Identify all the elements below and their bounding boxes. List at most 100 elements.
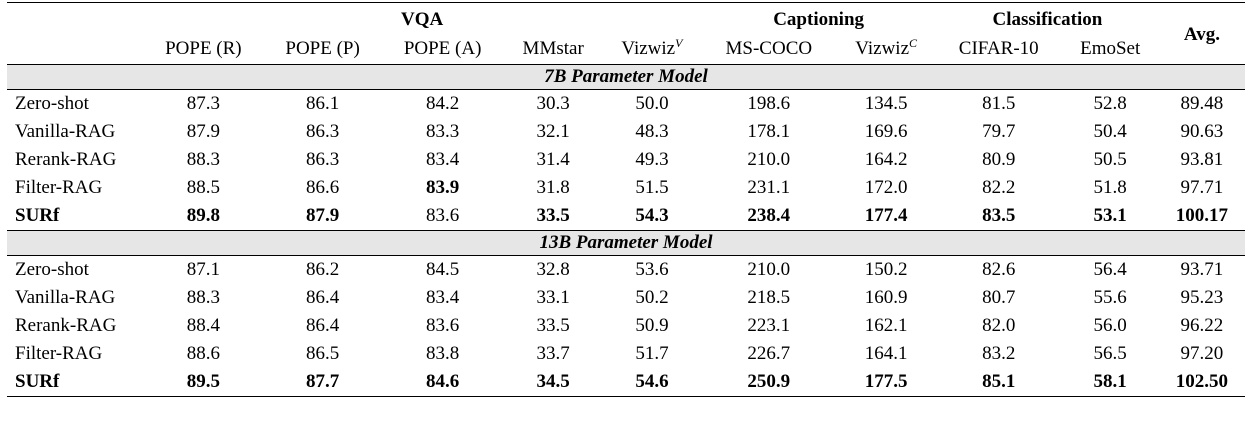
results-table: VQA Captioning Classification Avg. POPE … [7, 2, 1245, 397]
col-vizwiz-v-sup: V [675, 36, 683, 50]
value-cell: 87.9 [186, 121, 220, 142]
value-cell: 97.71 [1180, 177, 1224, 198]
value-cell: 210.0 [747, 259, 791, 280]
value-cell: 88.4 [186, 315, 220, 336]
value-cell: 49.3 [635, 149, 669, 170]
method-cell: SURf [15, 205, 60, 226]
header-column-row: POPE (R) POPE (P) POPE (A) MMstar Vizwiz… [7, 34, 1245, 65]
group-vqa: VQA [143, 2, 702, 34]
value-cell: 50.2 [635, 287, 669, 308]
value-cell: 218.5 [747, 287, 791, 308]
value-cell: 86.4 [305, 287, 340, 308]
value-cell: 160.9 [864, 287, 908, 308]
section-row: 13B Parameter Model [7, 230, 1245, 256]
method-cell: Vanilla-RAG [15, 287, 116, 308]
section-row: 7B Parameter Model [7, 64, 1245, 90]
table-row: Filter-RAG 88.5 86.6 83.9 31.8 51.5 231.1 172.0… [7, 174, 1245, 202]
value-cell: 83.5 [982, 205, 1016, 226]
value-cell: 164.2 [864, 149, 908, 170]
value-cell: 86.3 [305, 149, 340, 170]
col-mmstar: MMstar [503, 34, 603, 65]
table-row: Vanilla-RAG 87.9 86.3 83.3 32.1 48.3 178.1 169.… [7, 118, 1245, 146]
value-cell: 50.4 [1093, 121, 1127, 142]
value-cell: 83.9 [425, 177, 460, 198]
table-row: Vanilla-RAG 88.3 86.4 83.4 33.1 50.2 218.5 160.… [7, 284, 1245, 312]
results-table-container: VQA Captioning Classification Avg. POPE … [0, 2, 1255, 397]
value-cell: 86.1 [305, 93, 340, 114]
col-vizwiz-c-sup: C [909, 36, 918, 50]
value-cell: 31.4 [536, 149, 570, 170]
group-classification: Classification [935, 2, 1159, 34]
value-cell: 83.4 [425, 149, 460, 170]
col-pope-a: POPE (A) [381, 34, 504, 65]
method-header [7, 2, 143, 34]
value-cell: 134.5 [864, 93, 908, 114]
value-cell: 84.5 [425, 259, 460, 280]
table-row: Zero-shot 87.1 86.2 84.5 32.8 53.6 210.0 150.2 8… [7, 256, 1245, 285]
table-header: VQA Captioning Classification Avg. POPE … [7, 2, 1245, 65]
group-captioning: Captioning [701, 2, 936, 34]
value-cell: 85.1 [935, 368, 1062, 397]
value-cell: 50.5 [1093, 149, 1127, 170]
value-cell: 102.50 [1158, 368, 1245, 397]
section-title: 13B Parameter Model [7, 230, 1245, 256]
value-cell: 33.1 [536, 287, 570, 308]
value-cell: 51.5 [635, 177, 669, 198]
method-subheader [7, 34, 143, 65]
value-cell: 58.1 [1061, 368, 1159, 397]
value-cell: 83.8 [425, 343, 460, 364]
method-cell: Zero-shot [15, 259, 89, 280]
value-cell: 89.8 [186, 205, 220, 226]
method-cell: Vanilla-RAG [15, 121, 116, 142]
table-row: Filter-RAG 88.6 86.5 83.8 33.7 51.7 226.7 164.1… [7, 340, 1245, 368]
value-cell: 81.5 [982, 93, 1016, 114]
value-cell: 164.1 [864, 343, 908, 364]
value-cell: 177.5 [836, 368, 936, 397]
col-mscoco: MS-COCO [701, 34, 837, 65]
method-cell: Rerank-RAG [15, 315, 117, 336]
col-pope-p: POPE (P) [263, 34, 382, 65]
value-cell: 53.1 [1093, 205, 1127, 226]
value-cell: 86.6 [305, 177, 340, 198]
table-row: SURf 89.5 87.7 84.6 34.5 54.6 250.9 177.5 85.1 58… [7, 368, 1245, 397]
table-row: Zero-shot 87.3 86.1 84.2 30.3 50.0 198.6 134.5 8… [7, 90, 1245, 119]
col-cifar10: CIFAR-10 [935, 34, 1062, 65]
value-cell: 33.7 [536, 343, 570, 364]
value-cell: 50.9 [635, 315, 669, 336]
value-cell: 54.6 [602, 368, 702, 397]
value-cell: 88.3 [186, 287, 220, 308]
value-cell: 51.8 [1093, 177, 1127, 198]
value-cell: 80.7 [982, 287, 1016, 308]
value-cell: 96.22 [1180, 315, 1224, 336]
value-cell: 84.2 [425, 93, 460, 114]
value-cell: 51.7 [635, 343, 669, 364]
col-vizwiz-v-label: Vizwiz [621, 38, 676, 59]
value-cell: 83.2 [982, 343, 1016, 364]
value-cell: 80.9 [982, 149, 1016, 170]
value-cell: 250.9 [701, 368, 837, 397]
value-cell: 56.5 [1093, 343, 1127, 364]
method-cell: SURf [7, 368, 143, 397]
value-cell: 56.0 [1093, 315, 1127, 336]
value-cell: 172.0 [864, 177, 908, 198]
method-cell: Filter-RAG [15, 343, 103, 364]
value-cell: 88.6 [186, 343, 220, 364]
value-cell: 32.1 [536, 121, 570, 142]
table-row: Rerank-RAG 88.3 86.3 83.4 31.4 49.3 210.0 164.2… [7, 146, 1245, 174]
value-cell: 84.6 [381, 368, 504, 397]
value-cell: 87.3 [186, 93, 220, 114]
table-row: SURf 89.8 87.9 83.6 33.5 54.3 238.4 177.4 83.5 53… [7, 202, 1245, 231]
value-cell: 90.63 [1180, 121, 1224, 142]
table-body: 7B Parameter Model Zero-shot 87.3 86.1 84.2 3… [7, 64, 1245, 397]
value-cell: 169.6 [864, 121, 908, 142]
value-cell: 86.3 [305, 121, 340, 142]
value-cell: 83.4 [425, 287, 460, 308]
value-cell: 34.5 [503, 368, 603, 397]
value-cell: 177.4 [864, 205, 908, 226]
value-cell: 31.8 [536, 177, 570, 198]
value-cell: 93.81 [1180, 149, 1224, 170]
value-cell: 178.1 [747, 121, 791, 142]
value-cell: 87.9 [305, 205, 340, 226]
col-emoset: EmoSet [1061, 34, 1159, 65]
value-cell: 95.23 [1180, 287, 1224, 308]
